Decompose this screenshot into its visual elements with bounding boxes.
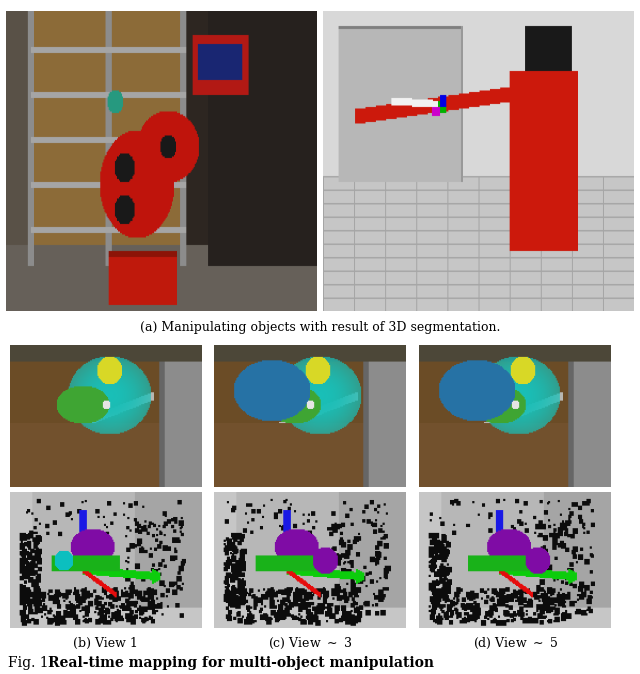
Text: (a) Manipulating objects with result of 3D segmentation.: (a) Manipulating objects with result of … xyxy=(140,321,500,334)
Text: Real-time mapping for multi-object manipulation: Real-time mapping for multi-object manip… xyxy=(48,656,434,671)
Text: (d) View $\sim$ 5: (d) View $\sim$ 5 xyxy=(473,636,557,650)
Text: Fig. 1:: Fig. 1: xyxy=(8,656,58,671)
Text: (c) View $\sim$ 3: (c) View $\sim$ 3 xyxy=(268,636,353,650)
Text: (b) View 1: (b) View 1 xyxy=(73,636,138,650)
